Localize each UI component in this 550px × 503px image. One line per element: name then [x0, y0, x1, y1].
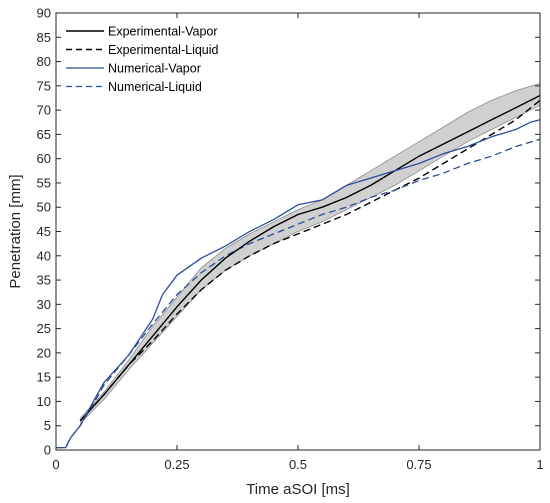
y-tick-label: 30 — [37, 297, 51, 312]
y-axis: 0 5 10 15 20 25 30 35 40 45 50 55 60 65 70 75 80 85 90 — [37, 6, 540, 458]
x-axis: 0 0.25 0.5 0.75 1 — [52, 13, 544, 472]
legend-label-numerical-liquid: Numerical-Liquid — [108, 80, 202, 94]
legend-label-experimental-vapor: Experimental-Vapor — [108, 25, 218, 39]
x-tick-label: 0.5 — [289, 457, 307, 472]
uncertainty-band-upper-edge — [79, 83, 541, 419]
y-tick-label: 20 — [37, 345, 51, 360]
y-tick-label: 35 — [37, 273, 51, 288]
y-tick-label: 85 — [37, 30, 51, 45]
x-tick-label: 0 — [52, 457, 59, 472]
y-tick-label: 55 — [37, 175, 51, 190]
y-tick-label: 50 — [37, 200, 51, 215]
series-line-experimental-liquid — [79, 99, 541, 422]
y-tick-label: 25 — [37, 321, 51, 336]
legend: Experimental-Vapor Experimental-Liquid N… — [66, 25, 219, 94]
series-line-experimental-vapor — [79, 94, 541, 422]
series-line-numerical-liquid — [56, 138, 541, 449]
y-tick-label: 15 — [37, 370, 51, 385]
x-tick-label: 1 — [536, 457, 543, 472]
legend-label-experimental-liquid: Experimental-Liquid — [108, 43, 219, 57]
y-tick-label: 40 — [37, 248, 51, 263]
y-tick-label: 60 — [37, 151, 51, 166]
series-layer — [56, 94, 541, 449]
series-line-numerical-vapor — [56, 119, 541, 449]
legend-label-numerical-vapor: Numerical-Vapor — [108, 62, 201, 76]
y-tick-label: 90 — [37, 6, 51, 21]
y-tick-label: 0 — [44, 443, 51, 458]
uncertainty-band-layer — [79, 83, 541, 424]
y-tick-label: 65 — [37, 127, 51, 142]
y-tick-label: 10 — [37, 394, 51, 409]
y-axis-title: Penetration [mm] — [7, 174, 24, 288]
x-tick-label: 0.75 — [406, 457, 431, 472]
y-tick-label: 45 — [37, 224, 51, 239]
x-tick-label: 0.25 — [164, 457, 189, 472]
y-tick-label: 5 — [44, 418, 51, 433]
uncertainty-band — [80, 83, 540, 424]
y-tick-label: 80 — [37, 54, 51, 69]
uncertainty-band-lower-edge — [79, 104, 541, 424]
y-tick-label: 75 — [37, 78, 51, 93]
x-axis-title: Time aSOI [ms] — [246, 481, 350, 498]
y-tick-label: 70 — [37, 103, 51, 118]
